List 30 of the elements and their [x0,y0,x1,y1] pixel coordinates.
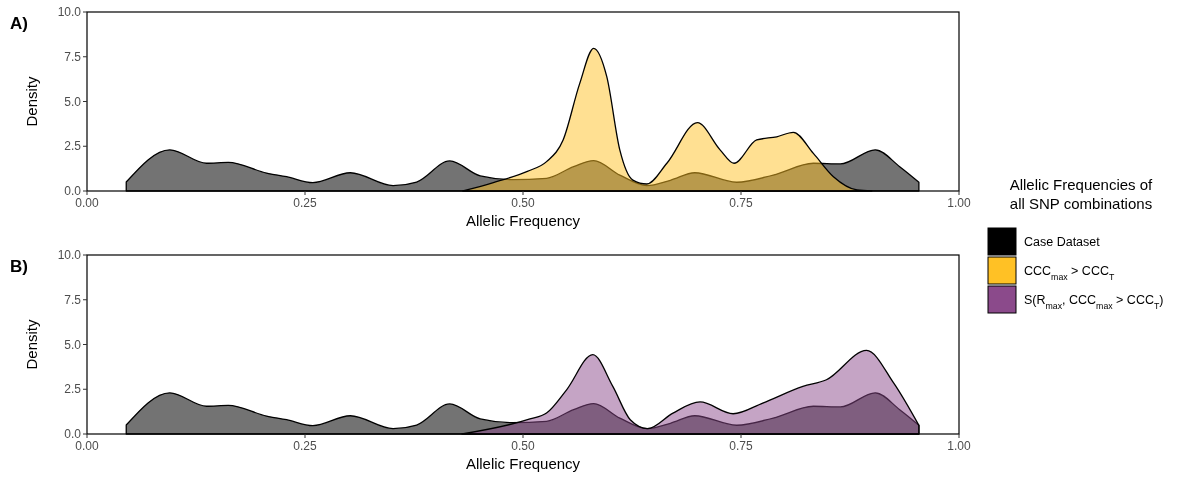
legend-label: Case Dataset [1024,235,1101,249]
x-tick-label: 0.00 [75,196,99,210]
y-tick-label: 0.0 [64,184,82,198]
x-tick-label: 0.50 [511,439,535,453]
y-tick-label: 2.5 [64,139,82,154]
x-tick-label: 0.75 [729,196,753,210]
y-axis-title: Density [23,76,40,127]
y-axis-title: Density [23,319,40,370]
chart-title: B) [10,257,28,276]
y-tick-label: 5.0 [64,94,82,109]
legend-label: CCC$_{max}$ > CCC$_{T}$ [1024,264,1115,282]
y-tick-label: 0.0 [64,427,82,441]
x-tick-label: 1.00 [947,196,971,210]
legend-title: Allelic Frequencies of all SNP combinations [1009,176,1154,212]
legend-label: S(R$_{max}$, CCC$_{max}$ > CCC$_{T}$) [1024,293,1164,311]
chart-title: A) [10,14,28,33]
y-tick-label: 5.0 [64,337,82,352]
x-tick-label: 0.50 [511,196,535,210]
y-tick-label: 10.0 [57,248,82,262]
y-tick-label: 2.5 [64,382,82,397]
x-axis-title: Allelic Frequency [465,455,581,472]
x-tick-label: 0.00 [75,439,99,453]
x-axis-title: Allelic Frequency [465,212,581,229]
x-tick-label: 0.25 [293,196,317,210]
y-tick-label: 7.5 [64,292,82,307]
y-tick-label: 7.5 [64,49,82,64]
y-tick-label: 10.0 [57,5,82,19]
x-tick-label: 0.75 [729,439,753,453]
x-tick-label: 1.00 [947,439,971,453]
x-tick-label: 0.25 [293,439,317,453]
